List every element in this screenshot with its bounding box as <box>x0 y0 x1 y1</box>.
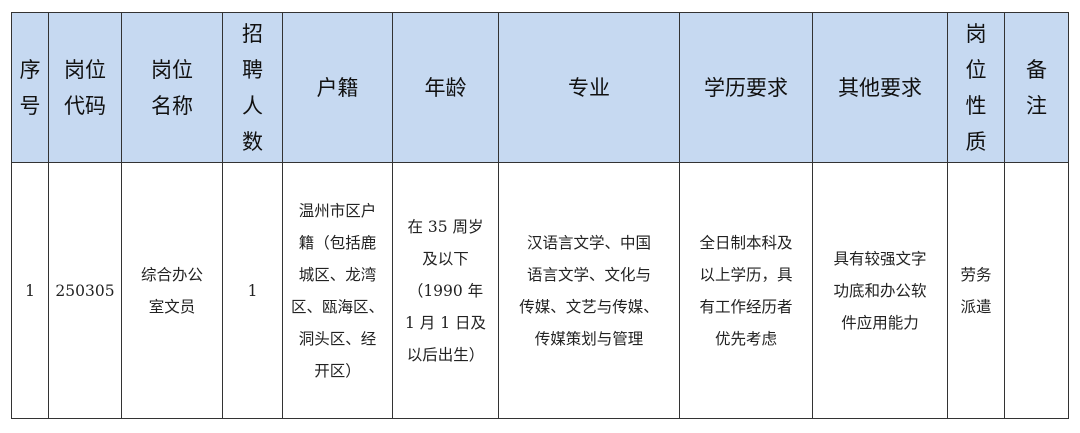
header-major: 专业 <box>498 12 680 163</box>
header-text: 序 <box>19 57 41 82</box>
cell-text: 在 35 周岁 <box>407 217 484 236</box>
cell-text: 籍（包括鹿 <box>298 233 377 252</box>
header-seq: 序号 <box>11 12 49 163</box>
header-text: 其他要求 <box>838 75 922 100</box>
cell-text: 综合办公 <box>140 265 203 284</box>
cell-text: 以后出生） <box>406 345 485 364</box>
cell-text: 城区、龙湾 <box>298 265 377 284</box>
cell-text: 汉语言文学、中国 <box>526 233 651 252</box>
header-education: 学历要求 <box>679 12 813 163</box>
cell-major: 汉语言文学、中国 语言文学、文化与 传媒、文艺与传媒、 传媒策划与管理 <box>498 162 680 419</box>
header-row: 序号岗位 代码 岗位 名称招聘人数户籍 年龄 专业 学历要求 其他要求岗位性质备注 <box>11 12 1069 163</box>
header-text: 专业 <box>568 75 610 100</box>
header-remarks: 备注 <box>1004 12 1069 163</box>
cell-text: 传媒策划与管理 <box>534 329 644 348</box>
header-post-type: 岗位性质 <box>947 12 1005 163</box>
cell-household: 温州市区户籍（包括鹿城区、龙湾区、瓯海区、 洞头区、经开区） <box>282 162 393 419</box>
cell-text: 以上学历，具 <box>699 265 793 284</box>
cell-text: 洞头区、经 <box>298 329 377 348</box>
header-text: 年龄 <box>424 75 467 100</box>
cell-text: 件应用能力 <box>841 313 919 332</box>
cell-text: 250305 <box>55 281 115 300</box>
cell-text: 劳务 <box>960 265 992 284</box>
cell-text: 具有较强文字 <box>833 249 927 268</box>
header-text: 聘 <box>242 57 263 82</box>
header-text: 数 <box>242 129 263 154</box>
cell-text: （1990 年 <box>407 281 484 300</box>
header-text: 名称 <box>151 93 193 118</box>
cell-text: 1 <box>247 281 258 300</box>
header-text: 岗 <box>965 21 987 46</box>
header-other-req: 其他要求 <box>812 12 948 163</box>
cell-education: 全日制本科及 以上学历，具 有工作经历者 优先考虑 <box>679 162 813 419</box>
cell-seq: 1 <box>11 162 49 419</box>
cell-text: 1 <box>25 281 35 300</box>
header-text: 性 <box>965 93 987 118</box>
header-post-code: 岗位 代码 <box>48 12 122 163</box>
cell-remarks <box>1004 162 1069 419</box>
header-age: 年龄 <box>392 12 499 163</box>
header-headcount: 招聘人数 <box>222 12 283 163</box>
header-text: 质 <box>965 129 987 154</box>
header-text: 户籍 <box>316 75 359 100</box>
header-text: 招 <box>242 21 263 46</box>
cell-text: 及以下 <box>422 249 469 268</box>
cell-text: 派遣 <box>960 297 992 316</box>
cell-text: 区、瓯海区、 <box>290 297 384 316</box>
header-text: 位 <box>965 57 987 82</box>
cell-text: 功底和办公软 <box>833 281 927 300</box>
cell-headcount: 1 <box>222 162 283 419</box>
cell-text: 1 月 1 日及 <box>404 313 486 332</box>
cell-text: 全日制本科及 <box>699 233 793 252</box>
cell-post-code: 250305 <box>48 162 122 419</box>
cell-text: 语言文学、文化与 <box>526 265 651 284</box>
header-post-name: 岗位 名称 <box>121 12 223 163</box>
cell-other-req: 具有较强文字 功底和办公软 件应用能力 <box>812 162 948 419</box>
header-household: 户籍 <box>282 12 393 163</box>
cell-text: 优先考虑 <box>714 329 777 348</box>
header-text: 代码 <box>64 93 106 118</box>
cell-post-name: 综合办公 室文员 <box>121 162 223 419</box>
cell-text: 有工作经历者 <box>699 297 793 316</box>
header-text: 人 <box>242 93 263 118</box>
cell-text: 室文员 <box>148 297 196 316</box>
cell-text: 温州市区户 <box>298 201 377 220</box>
header-text: 号 <box>19 93 41 118</box>
header-text: 注 <box>1026 93 1047 118</box>
cell-text: 传媒、文艺与传媒、 <box>519 297 659 316</box>
table-row: 1 250305 综合办公室文员 1 温州市区户籍（包括鹿城区、龙湾区、瓯海区、 洞头区、… <box>11 162 1069 419</box>
cell-age: 在 35 周岁 及以下 （1990 年 1 月 1 日及 以后出生） <box>392 162 499 419</box>
header-text: 学历要求 <box>704 75 788 100</box>
cell-post-type: 劳务 派遣 <box>947 162 1005 419</box>
position-table: 序号岗位 代码 岗位 名称招聘人数户籍 年龄 专业 学历要求 其他要求岗位性质备注 1 2503… <box>11 12 1069 419</box>
cell-text: 开区） <box>314 361 361 380</box>
header-text: 岗位 <box>151 57 193 82</box>
header-text: 岗位 <box>64 57 106 82</box>
header-text: 备 <box>1026 57 1047 82</box>
